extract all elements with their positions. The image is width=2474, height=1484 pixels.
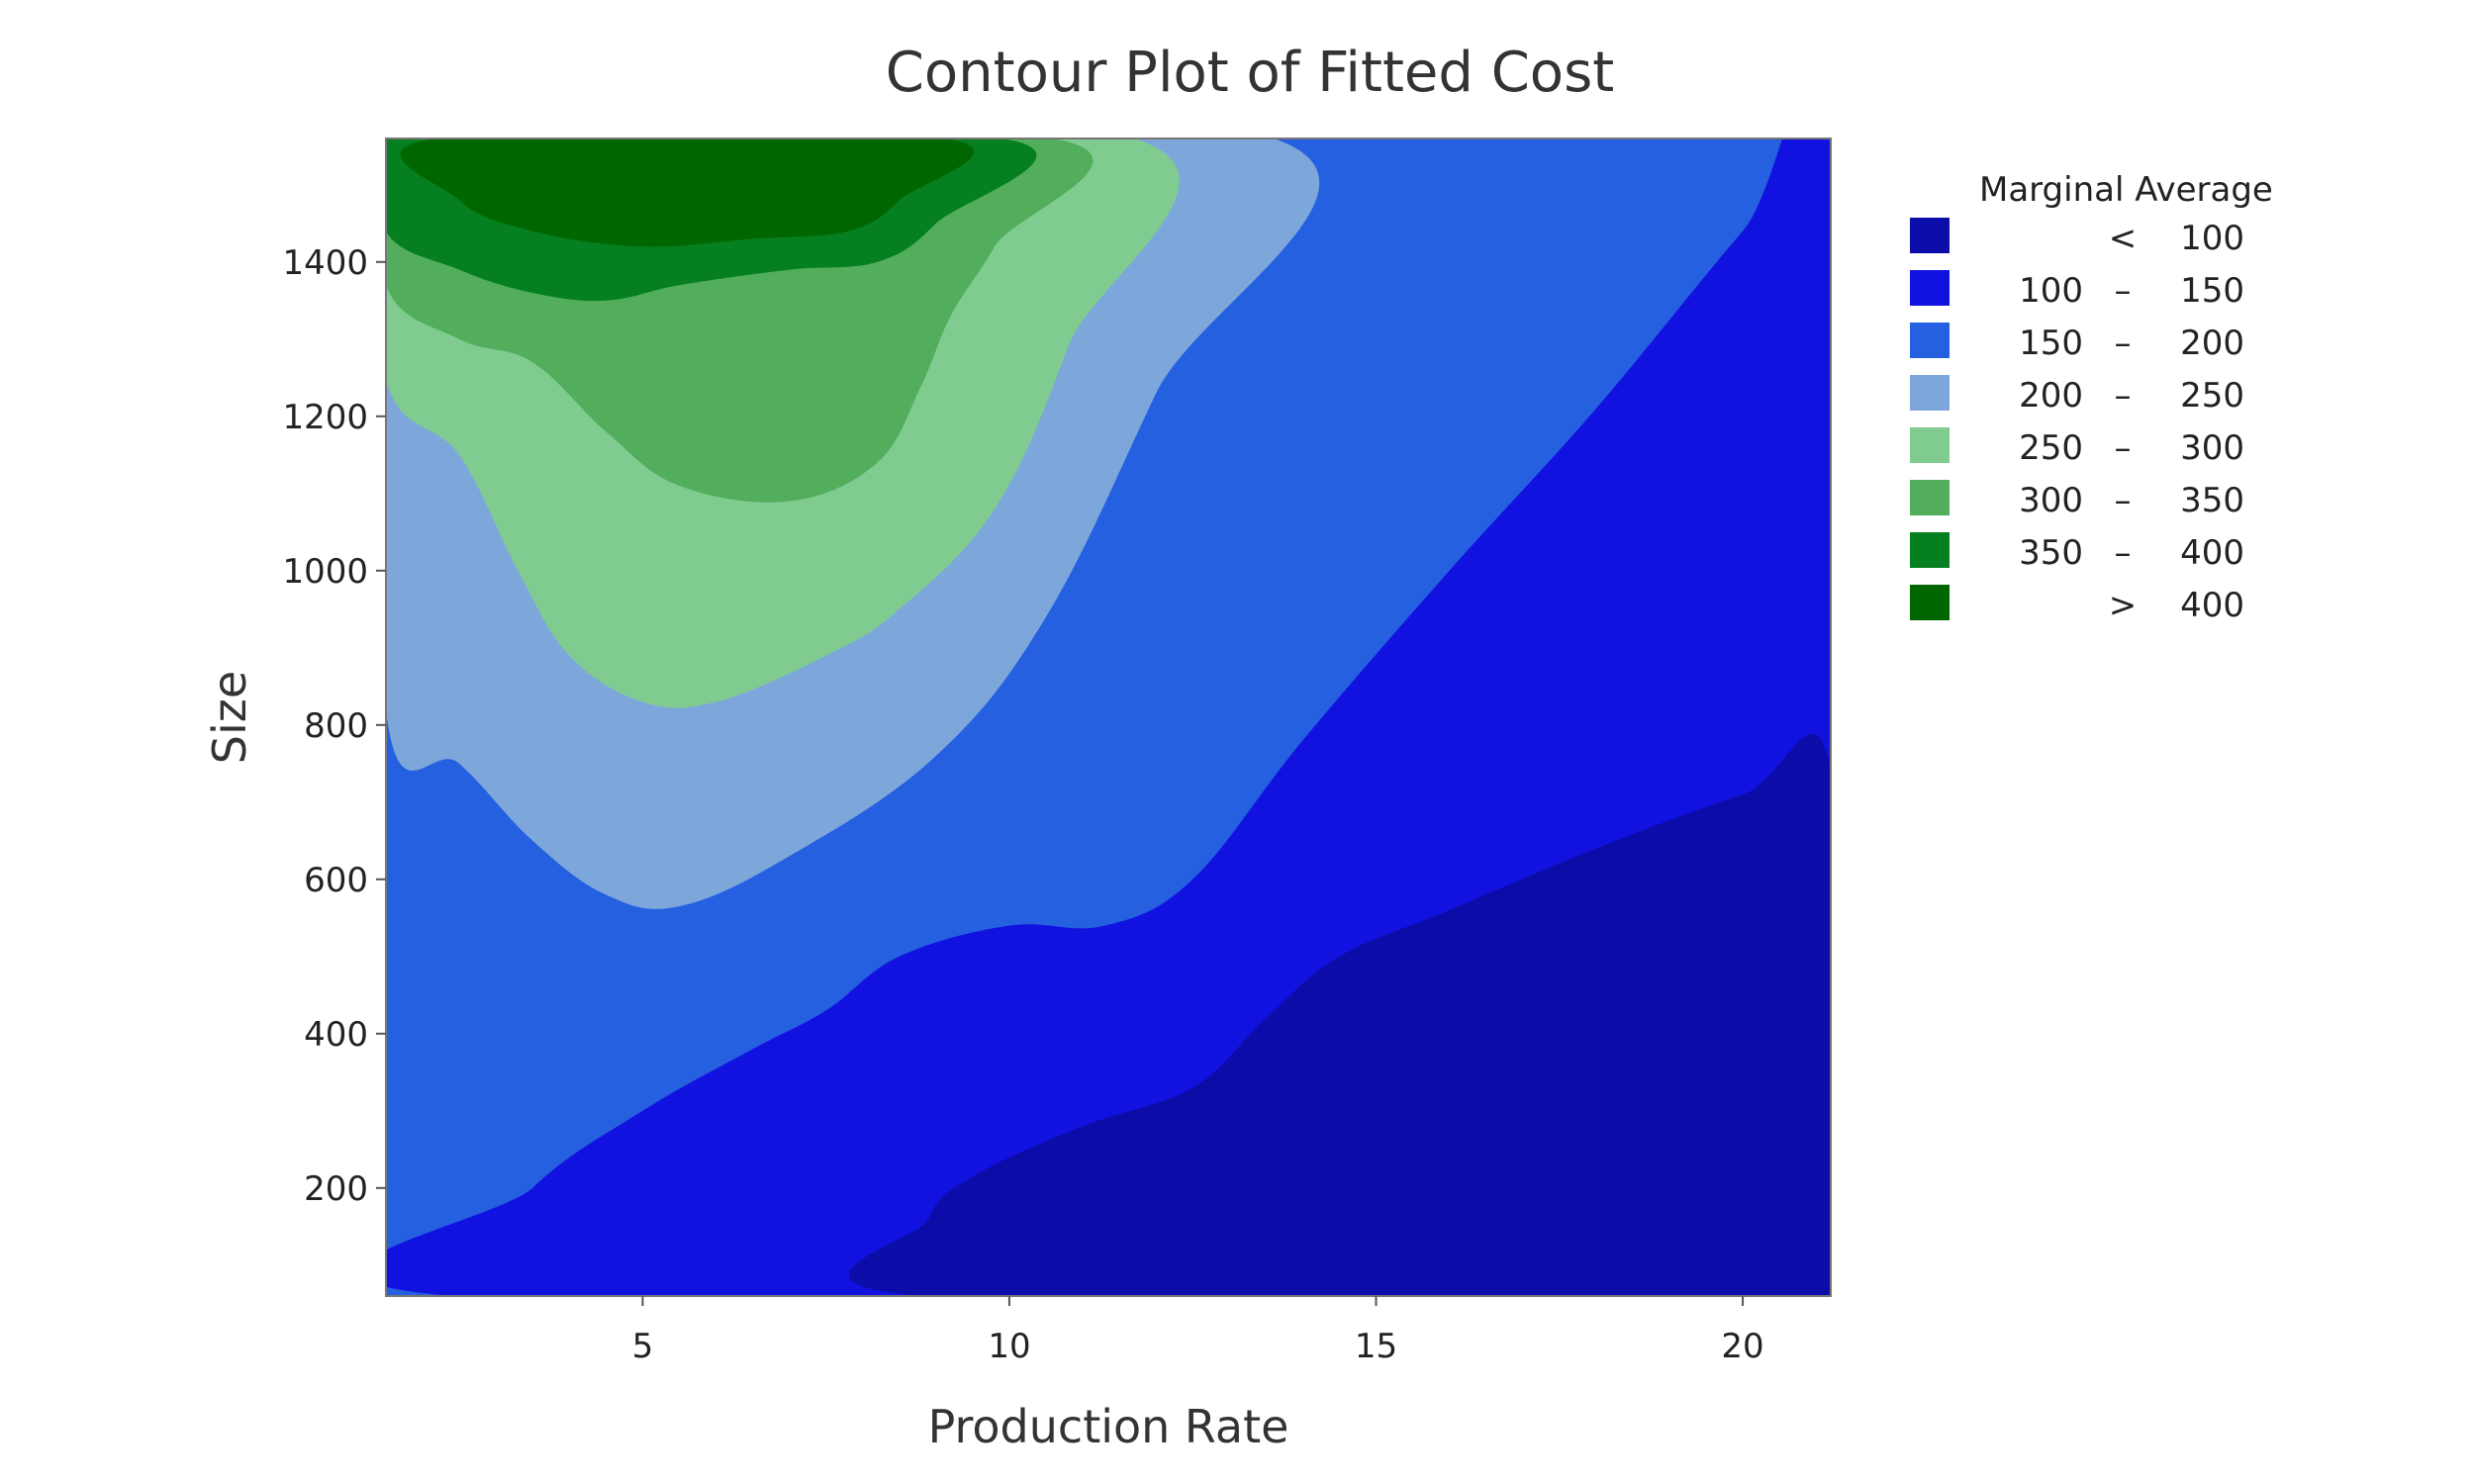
y-tick-label: 800	[304, 706, 368, 746]
legend-high-label: 200	[2180, 324, 2244, 363]
chart-title: Contour Plot of Fitted Cost	[886, 41, 1614, 105]
legend-swatch	[1910, 270, 1950, 306]
legend-swatch	[1910, 480, 1950, 515]
legend-low-label: 250	[2019, 428, 2083, 468]
y-axis-ticks: 200 400 600 800 1000 1200 1400	[282, 243, 386, 1209]
x-tick-label: 15	[1355, 1327, 1397, 1366]
legend-operator: –	[2115, 428, 2132, 468]
legend-swatch	[1910, 532, 1950, 568]
legend-operator: >	[2109, 586, 2138, 625]
legend-low-label: 200	[2019, 376, 2083, 416]
legend-operator: –	[2115, 324, 2132, 363]
y-tick-label: 400	[304, 1015, 368, 1055]
x-axis-label: Production Rate	[928, 1400, 1289, 1453]
x-tick-label: 20	[1721, 1327, 1763, 1366]
plot-area	[385, 138, 1832, 1297]
legend-swatch	[1910, 218, 1950, 253]
y-tick-label: 200	[304, 1169, 368, 1209]
contour-region	[400, 139, 975, 247]
legend-high-label: 150	[2180, 271, 2244, 311]
legend-low-label: 350	[2019, 533, 2083, 573]
legend-swatch	[1910, 427, 1950, 463]
legend-low-label: 300	[2019, 481, 2083, 520]
legend-title: Marginal Average	[1979, 170, 2273, 210]
legend-operator: –	[2115, 533, 2132, 573]
y-tick-label: 600	[304, 861, 368, 900]
y-tick-label: 1000	[282, 552, 368, 592]
legend-operator: <	[2109, 219, 2138, 258]
legend-low-label: 150	[2019, 324, 2083, 363]
y-tick-label: 1200	[282, 398, 368, 437]
legend-low-label: 100	[2019, 271, 2083, 311]
legend-operator: –	[2115, 271, 2132, 311]
legend-operator: –	[2115, 481, 2132, 520]
legend-high-label: 350	[2180, 481, 2244, 520]
legend: Marginal Average <100100–150150–200200–2…	[1910, 170, 2273, 625]
legend-high-label: 100	[2180, 219, 2244, 258]
plot-frame	[385, 138, 1832, 1297]
contour-region	[849, 733, 1831, 1296]
legend-high-label: 400	[2180, 586, 2244, 625]
legend-operator: –	[2115, 376, 2132, 416]
legend-swatch	[1910, 323, 1950, 358]
x-tick-label: 10	[988, 1327, 1030, 1366]
legend-high-label: 250	[2180, 376, 2244, 416]
legend-swatch	[1910, 375, 1950, 411]
contour-regions	[386, 139, 1831, 1296]
x-axis-ticks: 5 10 15 20	[632, 1296, 1764, 1366]
y-tick-label: 1400	[282, 243, 368, 283]
legend-high-label: 400	[2180, 533, 2244, 573]
x-tick-label: 5	[632, 1327, 654, 1366]
legend-high-label: 300	[2180, 428, 2244, 468]
legend-swatch	[1910, 585, 1950, 620]
y-axis-label: Size	[203, 671, 256, 764]
